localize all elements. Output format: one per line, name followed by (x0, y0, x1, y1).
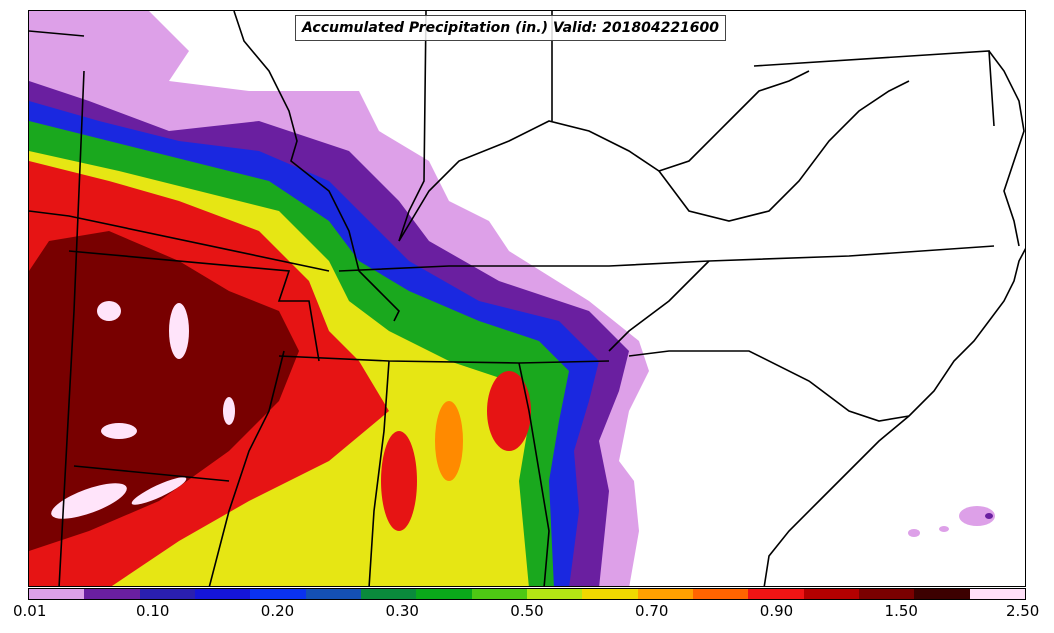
colorbar-segment (914, 589, 970, 599)
state-boundary (608, 260, 710, 352)
colorbar-tick-label: 0.01 (12, 602, 47, 620)
colorbar-segment (416, 589, 472, 599)
colorbar-segment (858, 589, 915, 599)
colorbar-segment (526, 589, 583, 599)
colorbar-segment (692, 589, 749, 599)
state-boundary (29, 30, 85, 37)
precipitation-field (29, 11, 995, 586)
colorbar-segment (803, 589, 859, 599)
precip-offshore-patch (959, 506, 995, 526)
state-boundary (73, 465, 230, 482)
state-boundary (233, 11, 400, 322)
colorbar-tick-label: 1.50 (884, 602, 918, 620)
coastline (763, 248, 1025, 586)
state-boundary (518, 362, 550, 586)
precip-offshore-patch (939, 526, 949, 532)
precip-extreme-patch (97, 301, 121, 321)
precip-extreme-patch (223, 397, 235, 425)
colorbar-segment (969, 589, 1025, 599)
colorbar-segment (305, 589, 361, 599)
state-boundary (29, 210, 330, 272)
colorbar-tick-label: 2.50 (1005, 602, 1040, 620)
colorbar-tick-label: 0.90 (759, 602, 794, 620)
colorbar-segment (194, 589, 251, 599)
state-boundary (278, 355, 610, 364)
state-boundary (338, 260, 710, 272)
colorbar-tick-label: 0.20 (260, 602, 295, 620)
colorbar-tick-label: 0.30 (385, 602, 419, 620)
state-boundary (68, 250, 320, 362)
precip-extreme-patch (169, 303, 189, 359)
coastline (988, 50, 1025, 247)
colorbar-segment (582, 589, 638, 599)
precip-darkred-area (29, 231, 299, 551)
colorbar-segment (637, 589, 693, 599)
colorbar-segment (84, 589, 140, 599)
map-title: Accumulated Precipitation (in.) Valid: 2… (295, 15, 727, 41)
map-panel (28, 10, 1026, 587)
colorbar-segment (139, 589, 195, 599)
precip-streak (435, 401, 463, 481)
precipitation-map (29, 11, 1025, 586)
precip-streak (381, 431, 417, 531)
state-boundary (708, 245, 995, 262)
precip-extreme-patch (101, 423, 137, 439)
colorbar-tick-label: 0.70 (635, 602, 669, 620)
state-boundary (208, 350, 285, 586)
colorbar-segment (748, 589, 804, 599)
state-boundaries (29, 11, 1025, 586)
precip-streak (487, 371, 531, 451)
precip-extreme-patch (51, 483, 127, 519)
colorbar (28, 588, 1026, 600)
colorbar-segment (29, 589, 85, 599)
colorbar-tick-label: 0.50 (510, 602, 544, 620)
colorbar-tick-label: 0.10 (136, 602, 170, 620)
precip-offshore-patch (985, 513, 993, 519)
colorbar-segment (250, 589, 306, 599)
state-boundary (398, 11, 427, 242)
colorbar-segment (360, 589, 417, 599)
colorbar-segment (471, 589, 527, 599)
state-boundary (368, 360, 390, 586)
state-boundary (628, 350, 910, 422)
precip-offshore-patch (908, 529, 920, 537)
state-boundary (58, 70, 85, 586)
state-boundary (658, 80, 910, 222)
precip-extreme-patch (131, 477, 187, 505)
state-boundary (753, 50, 995, 127)
state-boundary (398, 70, 810, 242)
